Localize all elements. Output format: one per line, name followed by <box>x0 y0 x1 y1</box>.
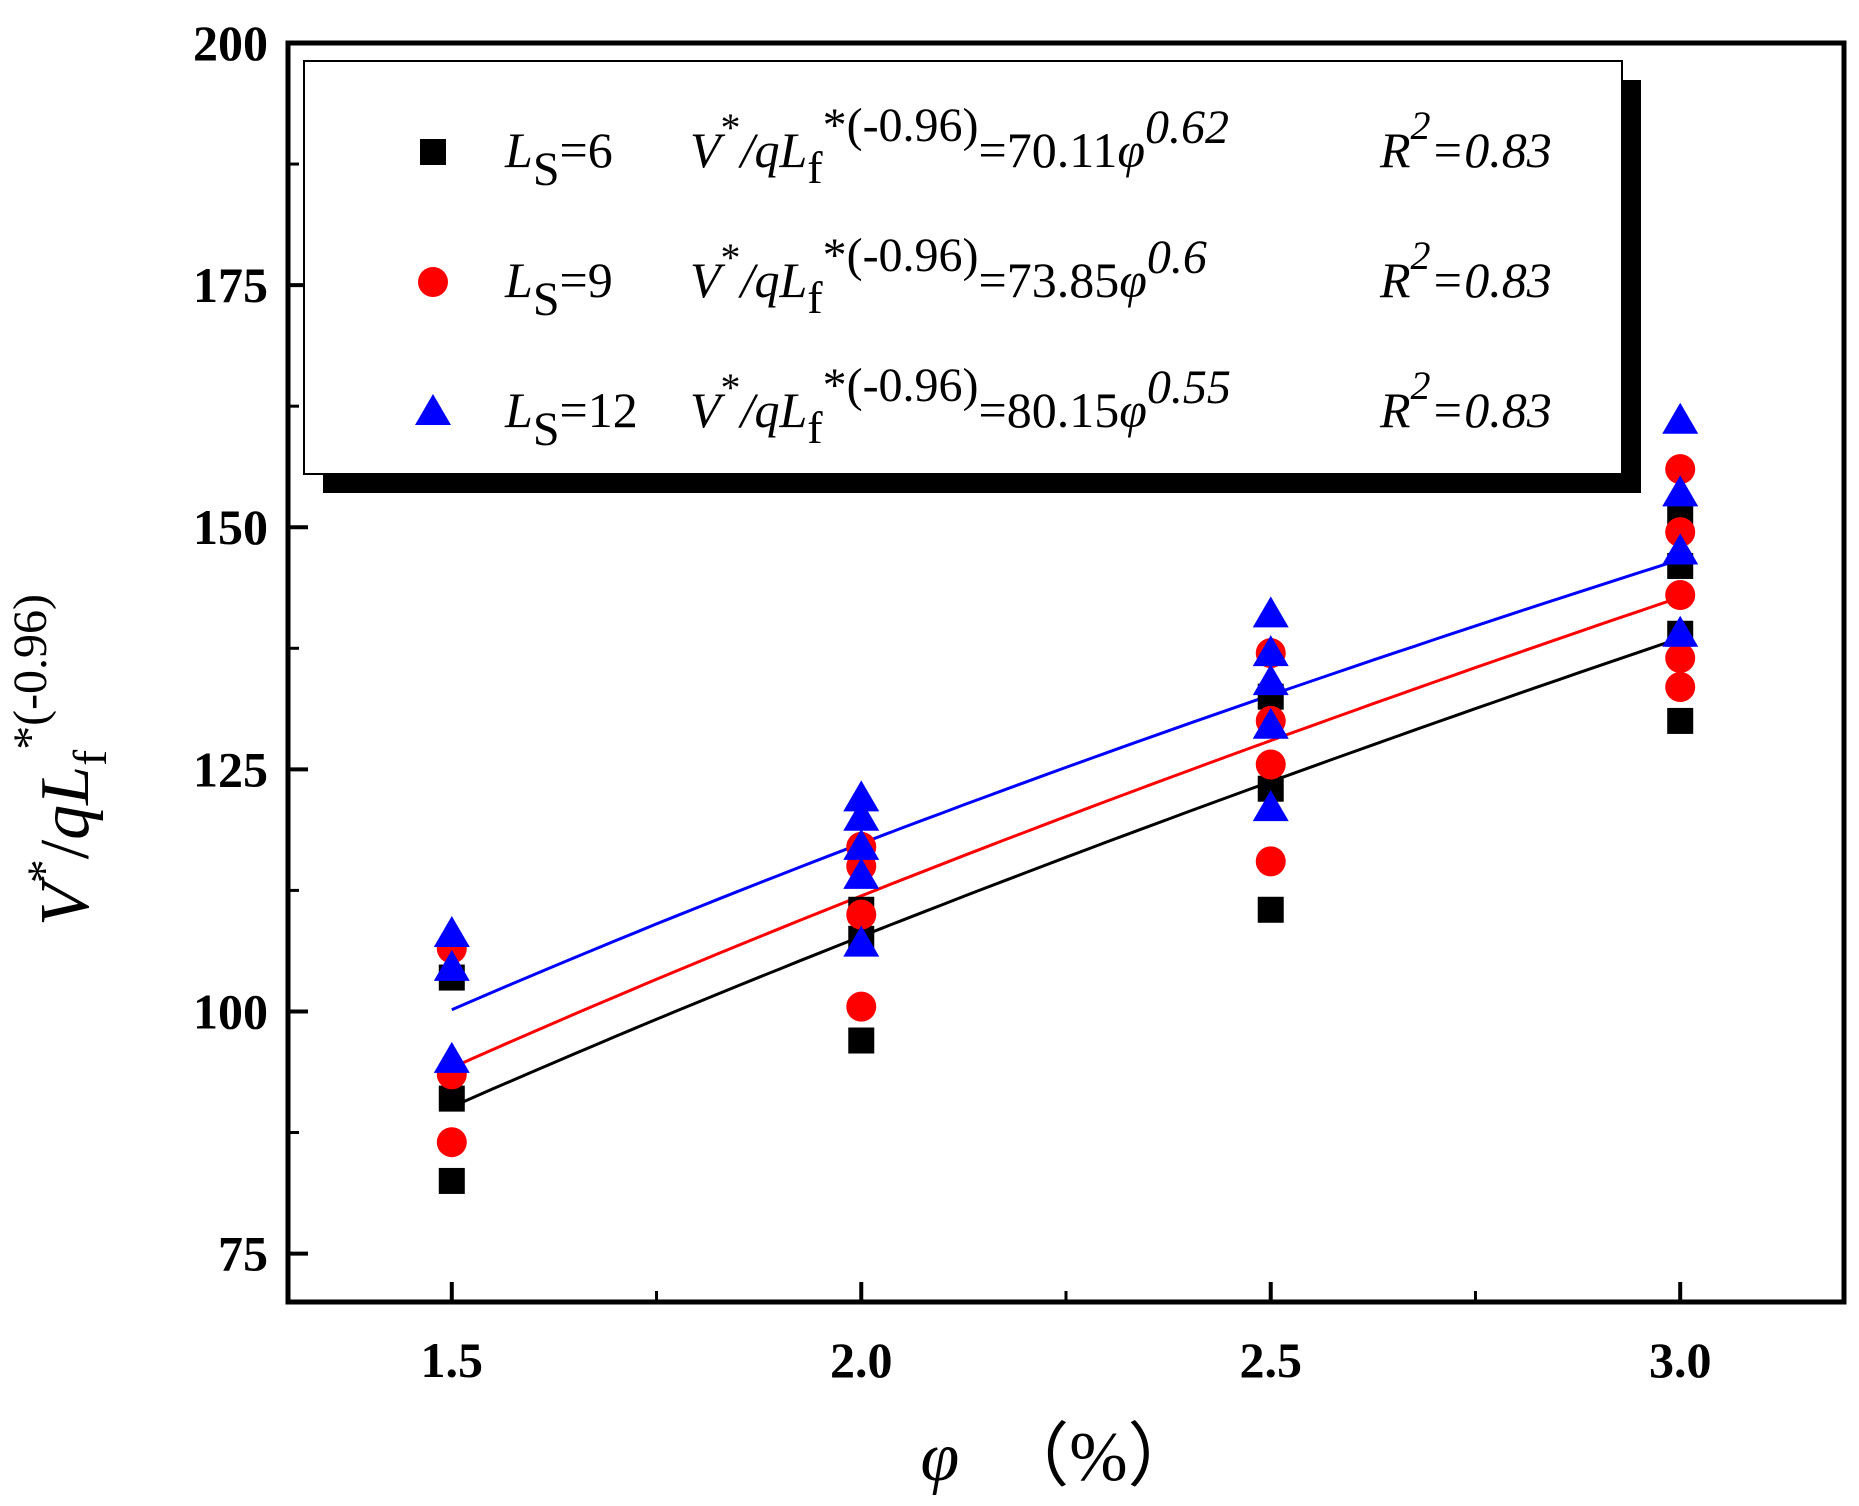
data-point <box>438 1085 465 1112</box>
data-point <box>843 799 880 831</box>
y-axis-label: V*/qLf*(-0.96) <box>4 594 117 926</box>
data-point <box>1665 454 1696 485</box>
legend-label: LS=12 <box>504 382 638 456</box>
data-point <box>1255 749 1286 780</box>
legend-marker <box>420 139 446 165</box>
legend-equation: V*/qLf*(-0.96)=73.85φ0.6 <box>690 229 1207 323</box>
y-tick-label: 175 <box>193 257 268 313</box>
data-point <box>1257 896 1284 923</box>
data-point <box>433 949 470 981</box>
fit-line <box>451 558 1681 1012</box>
legend-box <box>303 60 1623 475</box>
x-tick-label: 2.5 <box>1239 1332 1302 1388</box>
legend-equation: V*/qLf*(-0.96)=80.15φ0.55 <box>690 359 1231 453</box>
data-point <box>843 857 880 889</box>
legend: LS=6 V*/qLf*(-0.96)=70.11φ0.62 R2=0.83 LS=9… <box>303 60 1641 493</box>
axis-ticks: 1.5 2.0 2.5 3.0 75 100 125 150 175 200 <box>193 15 1711 1388</box>
data-point <box>1662 615 1699 647</box>
data-point <box>1662 402 1699 434</box>
fit-line <box>451 595 1681 1070</box>
legend-marker <box>415 394 451 425</box>
legend-r2: R2=0.83 <box>1379 233 1552 308</box>
data-point <box>433 915 470 947</box>
data-point <box>1255 846 1286 877</box>
plot-frame <box>285 40 1847 1305</box>
y-tick-label: 150 <box>193 499 268 555</box>
fit-line <box>451 636 1681 1109</box>
data-point <box>1665 642 1696 673</box>
y-tick-label: 125 <box>193 741 268 797</box>
data-point <box>1665 580 1696 611</box>
data-point <box>843 925 880 957</box>
data-point <box>846 991 877 1022</box>
data-point <box>436 1127 467 1158</box>
x-tick-label: 1.5 <box>421 1332 484 1388</box>
data-point <box>1662 533 1699 565</box>
x-tick-label: 3.0 <box>1649 1332 1712 1388</box>
legend-equation: V*/qLf*(-0.96)=70.11φ0.62 <box>690 99 1229 193</box>
data-point <box>1252 596 1289 628</box>
data-point <box>843 828 880 860</box>
data-point <box>843 780 880 812</box>
data-point <box>433 1041 470 1073</box>
data-point <box>1667 707 1694 734</box>
y-tick-label: 200 <box>193 15 268 71</box>
data-point <box>438 1167 465 1194</box>
data-point <box>1252 664 1289 696</box>
x-tick-label: 2.0 <box>830 1332 893 1388</box>
data-point <box>1252 707 1289 739</box>
y-tick-label: 100 <box>193 983 268 1039</box>
data-point <box>1252 790 1289 822</box>
legend-label: LS=9 <box>504 252 613 326</box>
legend-label: LS=6 <box>504 122 613 196</box>
data-point <box>848 1027 875 1054</box>
legend-marker <box>418 267 448 297</box>
legend-r2: R2=0.83 <box>1379 103 1552 178</box>
data-point <box>1665 517 1696 548</box>
data-point <box>1665 672 1696 703</box>
legend-r2: R2=0.83 <box>1379 363 1552 438</box>
data-point <box>1662 475 1699 507</box>
y-tick-label: 75 <box>218 1226 268 1282</box>
data-point <box>1252 635 1289 667</box>
data-point <box>846 899 877 930</box>
fit-lines <box>451 558 1681 1109</box>
x-axis-label: φ （%） <box>920 1419 1197 1496</box>
data-points <box>433 402 1699 1194</box>
